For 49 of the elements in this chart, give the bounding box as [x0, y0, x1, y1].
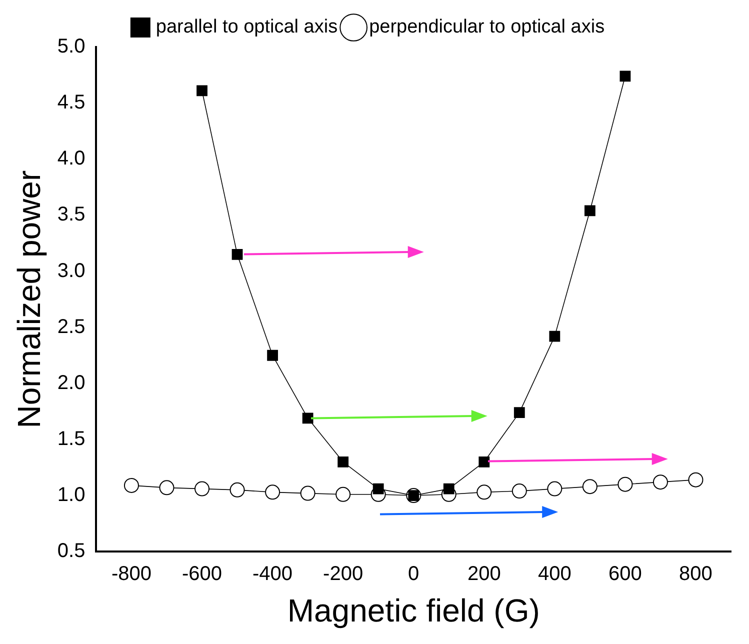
point — [584, 205, 596, 216]
y-tick-label: 0.5 — [57, 540, 86, 562]
y-tick-label: 4.0 — [57, 148, 86, 170]
point — [514, 407, 525, 418]
point — [230, 482, 245, 498]
point — [618, 476, 633, 492]
y-tick-label: 2.0 — [57, 372, 86, 394]
legend-label: parallel to optical axis — [156, 16, 338, 38]
y-tick-label: 5.0 — [57, 36, 86, 58]
point — [478, 456, 490, 468]
point — [582, 479, 598, 494]
point — [232, 248, 243, 260]
point — [512, 484, 527, 499]
point — [652, 474, 668, 490]
point — [267, 350, 278, 361]
legend-label: perpendicular to optical axis — [369, 16, 605, 38]
x-tick-label: -200 — [323, 563, 364, 586]
point — [620, 70, 631, 82]
point — [265, 484, 280, 500]
x-axis-title: Magnetic field (G) — [287, 592, 540, 629]
x-tick-label: -400 — [252, 563, 293, 586]
point — [336, 486, 351, 502]
x-tick-label: -600 — [182, 563, 222, 586]
point — [300, 486, 316, 501]
x-tick-label: 200 — [467, 563, 501, 586]
x-tick-label: 600 — [608, 563, 642, 586]
point — [688, 472, 704, 488]
point — [443, 483, 454, 494]
y-tick-label: 4.5 — [57, 92, 86, 114]
point — [338, 456, 349, 468]
x-tick-label: 400 — [538, 563, 572, 586]
point — [194, 481, 210, 496]
y-tick-label: 3.5 — [57, 204, 86, 226]
y-tick-label: 1.0 — [57, 484, 86, 506]
x-tick-label: 800 — [679, 563, 712, 586]
point — [549, 330, 560, 342]
point — [196, 85, 208, 96]
x-tick-label: 0 — [408, 563, 420, 586]
y-axis-title: Normalized power — [11, 170, 48, 428]
point — [302, 412, 314, 424]
point — [159, 480, 174, 496]
point — [372, 483, 384, 494]
point — [476, 484, 492, 500]
y-tick-label: 2.5 — [57, 316, 86, 338]
x-tick-label: -800 — [111, 563, 152, 586]
point — [547, 481, 562, 496]
y-tick-label: 1.5 — [57, 428, 86, 450]
point — [124, 478, 139, 493]
y-tick-label: 3.0 — [57, 260, 86, 282]
